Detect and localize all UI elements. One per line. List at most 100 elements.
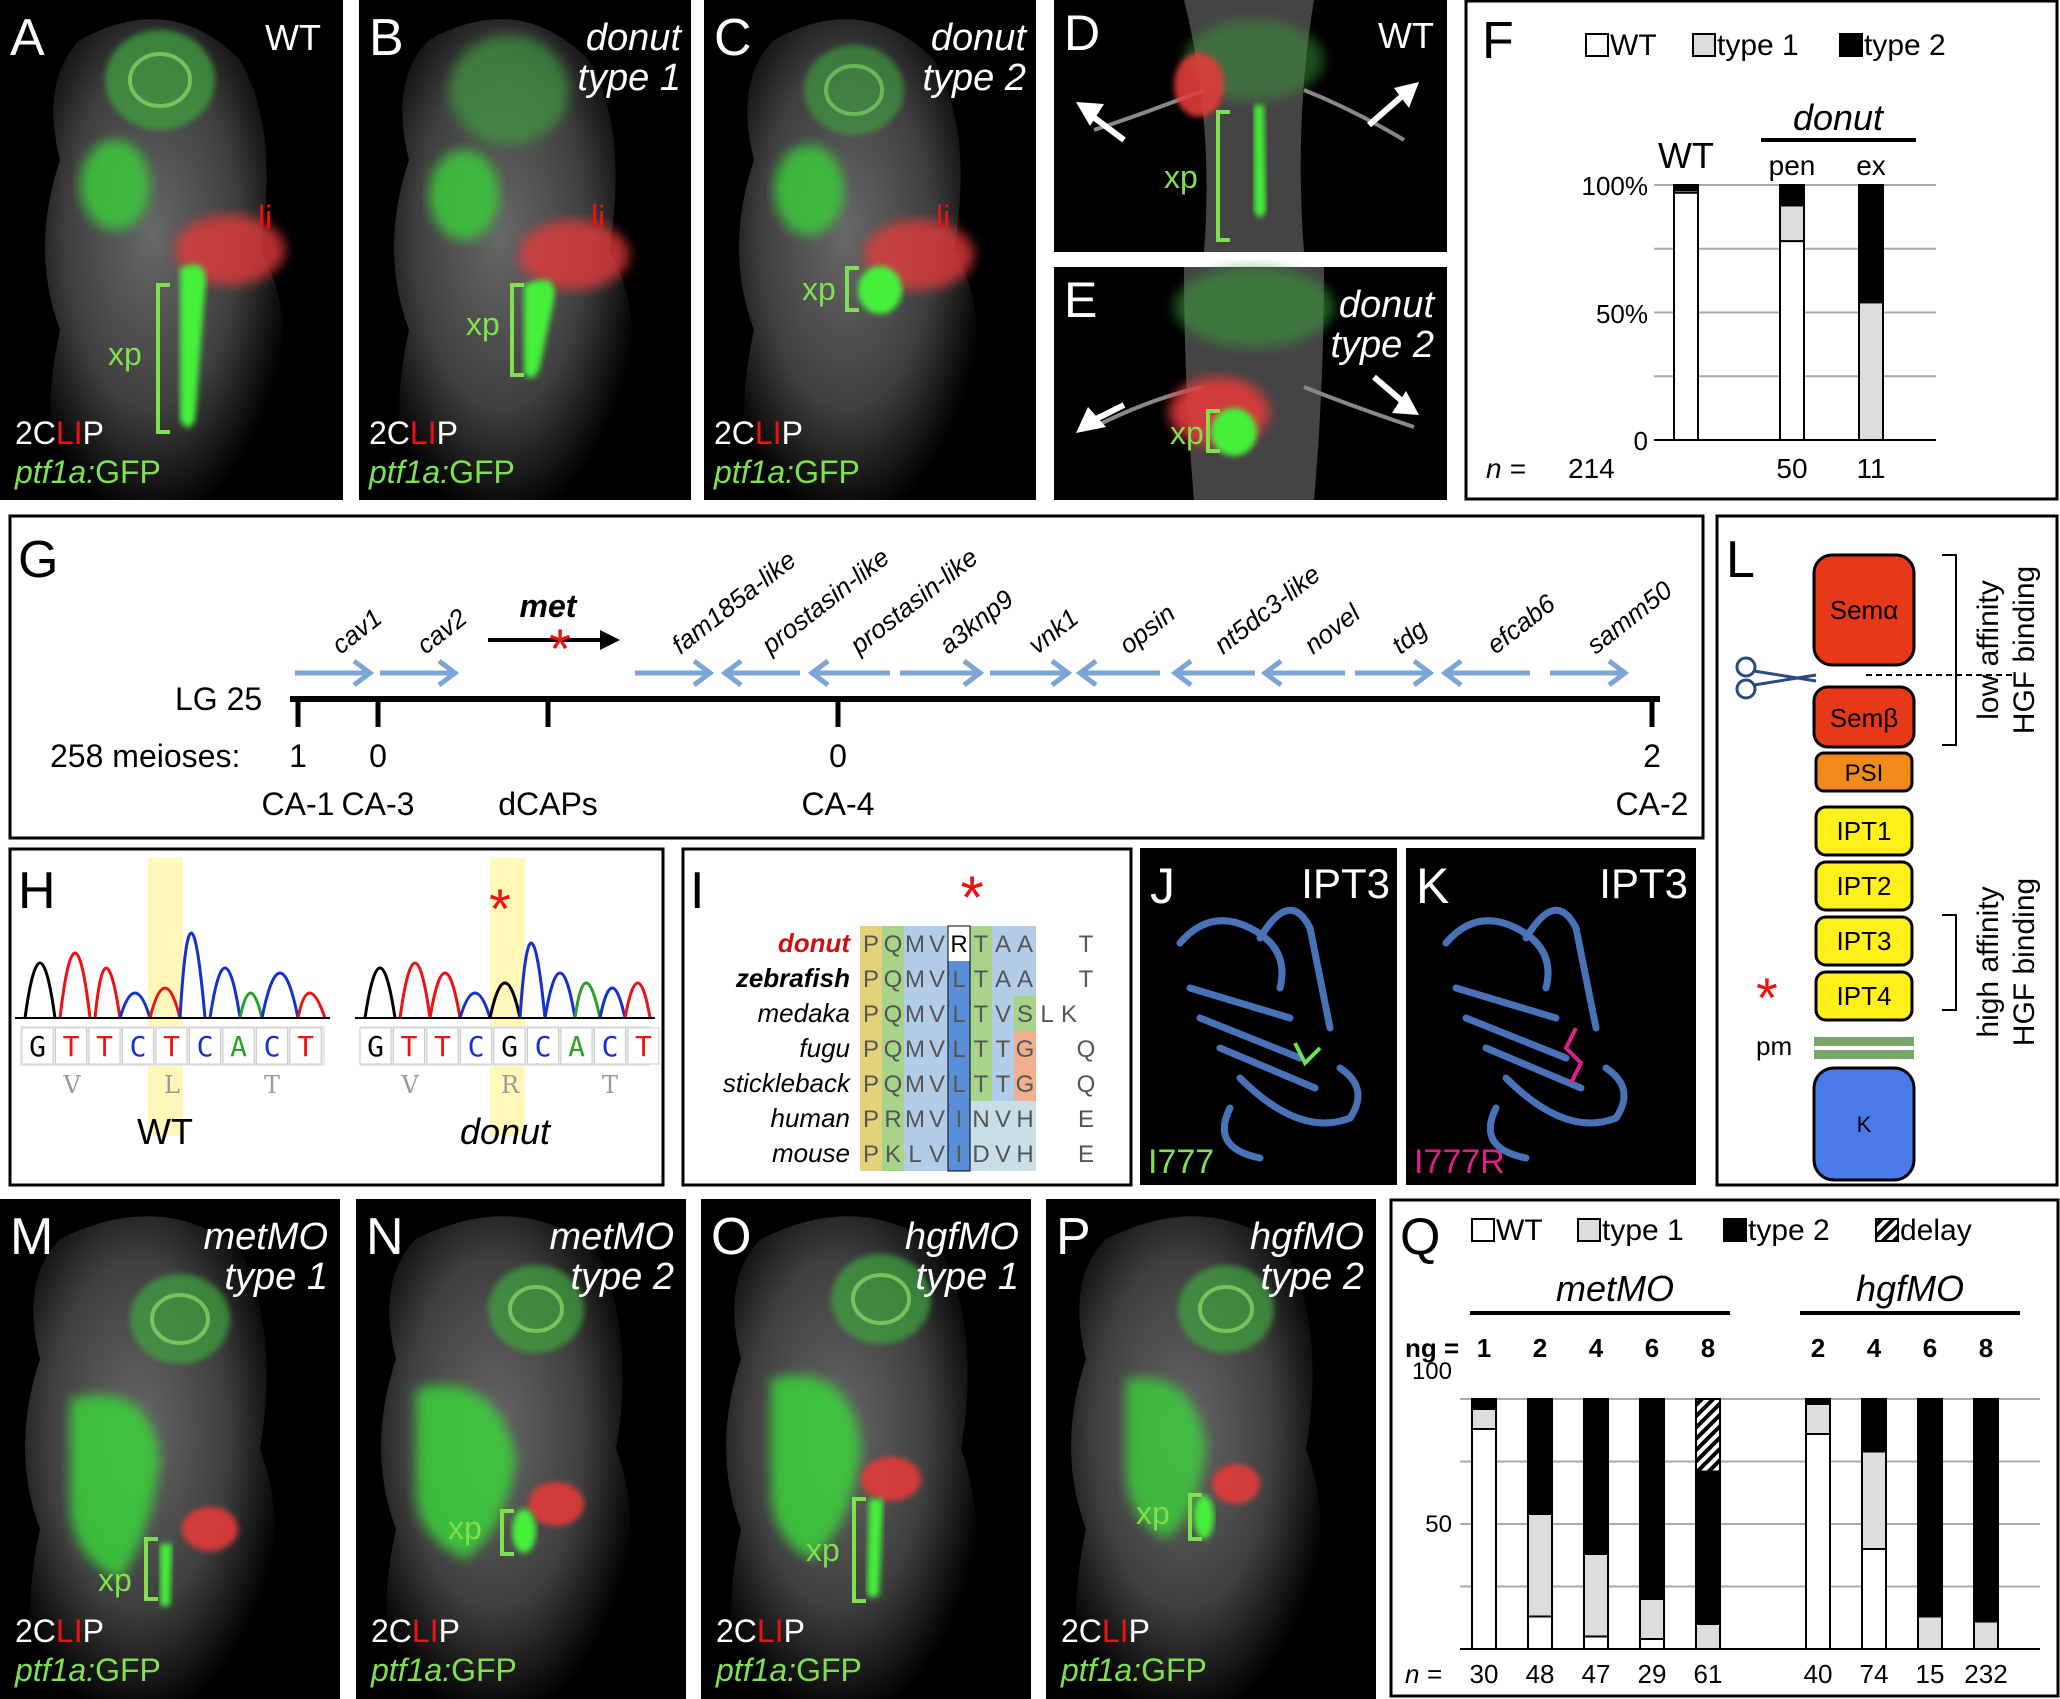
bar-segment	[1583, 1635, 1609, 1650]
residue: L	[952, 1036, 965, 1063]
base: G	[367, 1030, 384, 1063]
group-metmo: metMO	[1556, 1268, 1674, 1309]
n-value: 74	[1860, 1659, 1889, 1689]
residue: V	[995, 1106, 1011, 1133]
domain-psi	[1814, 751, 1914, 793]
panel-q: Q WT type 1 type 2 delay metMO hgfMO ng …	[1389, 1198, 2060, 1698]
panel-f-donut-label: donut	[1793, 97, 1885, 138]
base: T	[635, 1030, 652, 1063]
residue: T	[974, 931, 989, 958]
panel-k-letter: K	[1416, 858, 1449, 914]
panel-h-letter: H	[18, 862, 56, 920]
panel-n-title-1: metMO	[549, 1216, 674, 1258]
panel-p-caption-2: ptf1a:GFP	[1060, 1652, 1207, 1688]
residue: K	[1061, 1001, 1077, 1028]
residue: G	[1016, 1036, 1035, 1063]
residue: R	[884, 1106, 901, 1133]
ng-value: 2	[1811, 1333, 1825, 1363]
residue: T	[974, 966, 989, 993]
panel-f-ex-label: ex	[1856, 150, 1886, 181]
gene-arrowhead	[1050, 659, 1073, 687]
residue: N	[972, 1106, 989, 1133]
panel-c-title-2: type 2	[922, 57, 1026, 99]
domain-ipt	[1814, 915, 1914, 967]
gene-arrowhead	[437, 659, 460, 687]
panel-m-bracket	[144, 1537, 158, 1601]
domain-ipt-label: IPT4	[1837, 981, 1892, 1011]
residue-cell	[970, 961, 992, 996]
residue: V	[929, 1036, 945, 1063]
panel-n-title-2: type 2	[570, 1256, 674, 1298]
amino-acid: V	[400, 1071, 419, 1099]
ng-value: 4	[1589, 1333, 1604, 1363]
panel-d-letter: D	[1064, 5, 1100, 61]
panel-j-title: IPT3	[1301, 860, 1390, 907]
panel-a-caption-1: 2CLIP	[15, 415, 104, 451]
bar-segment	[1917, 1398, 1943, 1618]
ng-value: 4	[1867, 1333, 1882, 1363]
residue: M	[905, 1106, 925, 1133]
bar-segment	[1471, 1408, 1497, 1430]
panel-d-xp-label: xp	[1164, 159, 1198, 195]
residue-cell	[882, 996, 904, 1031]
residue-cell	[1014, 1031, 1036, 1066]
panel-e-xp-label: xp	[1170, 415, 1204, 451]
residue-i777	[1293, 1042, 1322, 1067]
panel-f-tick-50: 50%	[1596, 299, 1648, 329]
domain-psi-label: PSI	[1845, 760, 1884, 787]
base-cell	[55, 1027, 87, 1065]
residue-cell	[882, 1031, 904, 1066]
residue: H	[1016, 1106, 1033, 1133]
residue: G	[1016, 1071, 1035, 1098]
base: T	[163, 1030, 180, 1063]
legend-type2: type 2	[1748, 1214, 1830, 1247]
residue-cell	[970, 1066, 992, 1101]
gene-arrowhead	[1607, 659, 1630, 687]
low-affinity-bracket	[1942, 554, 1957, 746]
ng-value: 6	[1923, 1333, 1937, 1363]
protein-ribbon	[1442, 906, 1628, 1162]
panel-q-legend: WT type 1 type 2 delay	[1471, 1214, 1972, 1247]
base: C	[264, 1030, 281, 1063]
panel-c-title-1: donut	[931, 17, 1028, 59]
residue: Q	[884, 966, 903, 993]
arrow-left-head	[1076, 407, 1106, 433]
residue-tail: E	[1078, 1106, 1094, 1133]
ipt-domains: IPT1 IPT2 IPT3 IPT4	[1814, 805, 1914, 1022]
panel-b-letter: B	[369, 9, 404, 67]
species-name: fugu	[799, 1033, 850, 1063]
n-value: 40	[1804, 1659, 1833, 1689]
bar-segment	[1858, 184, 1884, 304]
domain-sema	[1812, 553, 1916, 667]
residue: Q	[884, 1071, 903, 1098]
q-tick-100: 100	[1412, 1358, 1452, 1385]
residue-cell	[904, 961, 926, 996]
bar-segment	[1695, 1623, 1721, 1650]
ng-value: 8	[1701, 1333, 1715, 1363]
residue: V	[929, 1071, 945, 1098]
marker-name: dCAPs	[498, 786, 598, 822]
base-cell	[393, 1027, 425, 1065]
base-cell	[627, 1027, 660, 1065]
residue: V	[929, 1141, 945, 1168]
panel-f-legend: WT type 1 type 2	[1585, 29, 1946, 62]
base-cell	[527, 1027, 559, 1065]
residue-tail: T	[1079, 966, 1094, 993]
panel-o-caption-2: ptf1a:GFP	[715, 1652, 862, 1688]
panel-c-bracket	[845, 266, 859, 312]
marker-count: 0	[829, 738, 847, 774]
residue: T	[974, 1001, 989, 1028]
domain-semb-label: Semβ	[1830, 703, 1898, 733]
residue: L	[1040, 1001, 1053, 1028]
residue-cell	[904, 1031, 926, 1066]
panel-n-letter: N	[366, 1208, 404, 1266]
bar-segment	[1973, 1398, 1999, 1623]
panel-e: E donut type 2 xp	[1054, 267, 1447, 500]
panel-m-letter: M	[10, 1208, 53, 1266]
residue: T	[974, 1036, 989, 1063]
bar-segment	[1861, 1398, 1887, 1453]
mutation-asterisk-icon: *	[1756, 966, 1778, 1029]
